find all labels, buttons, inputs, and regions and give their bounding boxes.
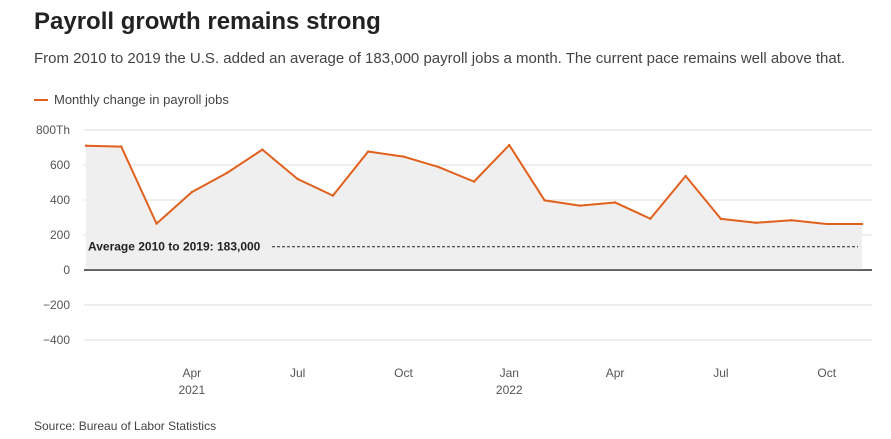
x-tick-label: Oct — [817, 366, 836, 380]
data-point — [578, 204, 582, 207]
data-point — [860, 222, 864, 226]
data-point — [437, 165, 440, 169]
data-point — [649, 217, 652, 220]
chart-title: Payroll growth remains strong — [34, 8, 381, 35]
data-point — [472, 180, 476, 183]
reference-line-label: Average 2010 to 2019: 183,000 — [88, 240, 261, 254]
chart-subtitle: From 2010 to 2019 the U.S. added an aver… — [34, 50, 846, 67]
y-tick-label: 400 — [50, 193, 70, 207]
data-point — [790, 219, 793, 222]
x-tick-label: Jul — [713, 366, 728, 380]
x-tick-label: Jan — [500, 366, 519, 380]
x-tick-year-label: 2021 — [178, 383, 205, 397]
data-point — [155, 222, 158, 225]
y-tick-label: 600 — [50, 158, 70, 172]
y-tick-label: 0 — [63, 263, 70, 277]
data-point — [402, 155, 405, 158]
x-tick-label: Jul — [290, 366, 305, 380]
legend-label: Monthly change in payroll jobs — [54, 92, 229, 107]
data-point — [543, 199, 546, 202]
area-fill — [86, 145, 862, 270]
x-tick-label: Oct — [394, 366, 413, 380]
data-point — [684, 174, 687, 178]
source-note: Source: Bureau of Labor Statistics — [34, 419, 217, 433]
y-tick-label: 800Th — [36, 123, 70, 137]
data-point — [84, 144, 88, 147]
y-tick-label: 200 — [50, 228, 70, 242]
data-point — [296, 177, 299, 181]
data-point — [261, 148, 264, 151]
data-point — [719, 217, 723, 221]
data-point — [225, 171, 229, 175]
data-point — [331, 194, 335, 197]
legend-swatch — [34, 98, 48, 101]
data-point — [825, 222, 828, 226]
data-point — [366, 150, 370, 153]
data-point — [613, 201, 617, 204]
y-tick-label: −200 — [43, 298, 70, 312]
y-tick-label: −400 — [43, 333, 70, 347]
data-point — [190, 190, 194, 194]
x-tick-label: Apr — [606, 366, 625, 380]
x-tick-label: Apr — [182, 366, 201, 380]
data-point — [120, 145, 123, 148]
data-point — [754, 221, 758, 224]
legend: Monthly change in payroll jobs — [34, 92, 229, 107]
data-point — [508, 143, 511, 147]
x-tick-year-label: 2022 — [496, 383, 523, 397]
